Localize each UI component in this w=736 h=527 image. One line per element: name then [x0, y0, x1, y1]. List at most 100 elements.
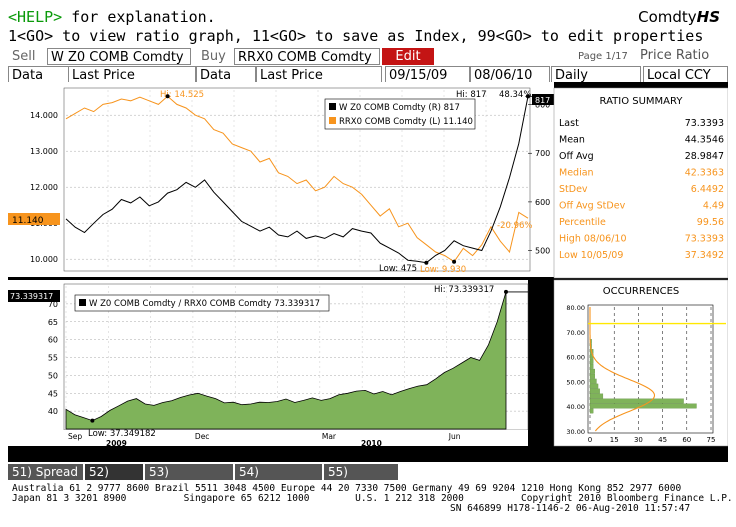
start-date-field[interactable]: 09/15/09: [385, 66, 470, 83]
annotation-hi-black: Hi: 817: [456, 90, 487, 100]
occ-x-tick-label: 60: [682, 436, 691, 444]
upper-right-tick-label: 600: [535, 198, 550, 207]
right-last-marker: [532, 94, 554, 105]
lower-x-tick-label: Sep: [68, 432, 82, 441]
buy-label: Buy: [201, 49, 226, 64]
ratio-summary-panel: [553, 87, 728, 279]
occ-y-tick-label: 30.00: [566, 428, 585, 436]
currency-field[interactable]: Local CCY: [643, 66, 728, 83]
buy-field[interactable]: RRX0 COMB Comdty: [234, 48, 380, 65]
end-date-field[interactable]: 08/06/10: [470, 66, 550, 83]
occ-bar: [589, 393, 604, 399]
tab-ratio[interactable]: 52) Ratio: [85, 464, 143, 495]
tab-spread[interactable]: 51) Spread: [8, 464, 83, 480]
rough-rice-series-line: [65, 95, 529, 263]
annotation-low-black: Low: 475: [379, 264, 417, 274]
lower-left-marker: [8, 290, 60, 302]
occ-y-tick-label: 80.00: [566, 304, 585, 312]
field2-label[interactable]: Data: [196, 66, 256, 83]
ratio-series-area: [65, 291, 507, 430]
upper-left-tick-label: 10.000: [30, 255, 58, 264]
upper-right-axis: 800 700 600 500: [528, 101, 550, 256]
tab-regression[interactable]: 54) Regression: [235, 464, 322, 495]
ratio-summary-title: RATIO SUMMARY: [600, 96, 684, 107]
upper-right-tick-label: 800: [535, 101, 550, 110]
upper-left-tick-label: 13.000: [30, 147, 58, 156]
occurrences-axis: 0 15 30 45 60 75 80.00 70.00 60.00 50.00 40.00 30.0…: [566, 304, 715, 444]
legend-swatch-ratio: [79, 299, 86, 306]
help-line: <HELP> for explanation.: [8, 8, 216, 26]
legend-label-ratio: W Z0 COMB Comdty / RRX0 COMB Comdty 73.3…: [89, 299, 320, 309]
lower-legend: [74, 294, 330, 312]
summary-row-label: Last: [559, 118, 579, 129]
annotation-low-orange: Low: 9.930: [420, 265, 466, 275]
footer-line-3: SN 646899 H178-1146-2 06-Aug-2010 11:57:…: [450, 503, 691, 514]
occ-x-tick-label: 45: [658, 436, 667, 444]
wheat-low-point: [424, 260, 429, 265]
summary-row-label: Percentile: [559, 217, 606, 228]
lower-left-marker-label: 73.339317: [10, 292, 53, 301]
occ-bar: [589, 398, 684, 404]
upper-grid: [66, 90, 528, 270]
lower-left-tick-label: 55: [48, 354, 58, 363]
ratio-summary-rows: Last 73.3393 Mean 44.3546 Off Avg 28.9847 Medi…: [559, 118, 724, 261]
tab-correlation[interactable]: 53) Correlation: [145, 464, 233, 495]
price-ratio-label: Price Ratio: [640, 48, 710, 63]
lower-left-tick-label: 70: [48, 300, 58, 309]
upper-left-tick-label: 12.000: [30, 183, 58, 192]
lower-x-tick-label: Jun: [448, 432, 461, 441]
summary-row-label: Median: [559, 168, 594, 179]
legend-swatch-wheat: [329, 103, 336, 110]
summary-row-label: Off Avg: [559, 151, 594, 162]
annotation-ratio-low: Low: 37.349182: [88, 429, 156, 439]
occurrences-title: OCCURRENCES: [603, 286, 680, 297]
summary-row-label: Mean: [559, 135, 585, 146]
occ-bar: [589, 408, 594, 414]
upper-legend: [324, 98, 476, 130]
command-line: 1<GO> to view ratio graph, 11<GO> to sav…: [8, 27, 704, 45]
annotation-pct-orange: -20.96%: [497, 221, 532, 231]
summary-row-value: 4.49: [703, 201, 724, 212]
occurrences-plot-area: [587, 304, 714, 434]
footer-line-2: Japan 81 3 3201 8900 Singapore 65 6212 1…: [12, 493, 733, 504]
brand-text: Comdty: [638, 8, 697, 26]
rice-high-point: [165, 94, 170, 99]
summary-row-value: 99.56: [697, 217, 724, 228]
lower-left-axis: 70 65 60 55 50 45 40: [48, 300, 58, 416]
page-indicator: Page 1/17: [578, 51, 628, 62]
summary-row-label: StDev: [559, 184, 588, 195]
periodicity-field[interactable]: Daily: [551, 66, 641, 83]
summary-row-value: 37.3492: [685, 250, 724, 261]
edit-button[interactable]: Edit: [382, 48, 434, 65]
annotation-hi-orange: Hi: 14.525: [160, 90, 204, 100]
occ-y-tick-label: 60.00: [566, 354, 585, 362]
lower-x-tick-label: Mar: [322, 432, 337, 441]
sell-field[interactable]: W Z0 COMB Comdty: [47, 48, 191, 65]
field1-label[interactable]: Data: [8, 66, 70, 83]
occ-bar: [589, 378, 597, 384]
field2-value[interactable]: Last Price: [256, 66, 382, 83]
rice-low-point: [452, 259, 457, 264]
occ-y-tick-label: 70.00: [566, 329, 585, 337]
ratio-high-point: [504, 289, 508, 294]
field1-value[interactable]: Last Price: [68, 66, 196, 83]
help-key[interactable]: <HELP>: [8, 8, 63, 26]
occ-x-tick-label: 30: [634, 436, 643, 444]
summary-row-value: 42.3363: [685, 168, 724, 179]
legend-label-wheat: W Z0 COMB Comdty (R) 817: [339, 103, 460, 113]
tab-arbitrage[interactable]: 55) Arbitrage: [324, 464, 398, 495]
left-last-marker: [8, 213, 60, 225]
left-last-marker-label: 11.140: [12, 216, 44, 226]
help-text: for explanation.: [62, 8, 216, 26]
footer-line-1: Australia 61 2 9777 8600 Brazil 5511 304…: [12, 483, 682, 494]
sell-label: Sell: [12, 49, 36, 64]
occ-bar: [589, 363, 594, 369]
occurrences-bars: [589, 339, 697, 414]
occ-bar: [589, 383, 599, 389]
occ-y-tick-label: 40.00: [566, 403, 585, 411]
occ-bar: [589, 368, 595, 374]
lower-x-axis: Sep Dec Mar Jun 2009 2010: [8, 430, 528, 448]
occ-bar: [589, 403, 697, 409]
occ-x-tick-label: 75: [707, 436, 716, 444]
